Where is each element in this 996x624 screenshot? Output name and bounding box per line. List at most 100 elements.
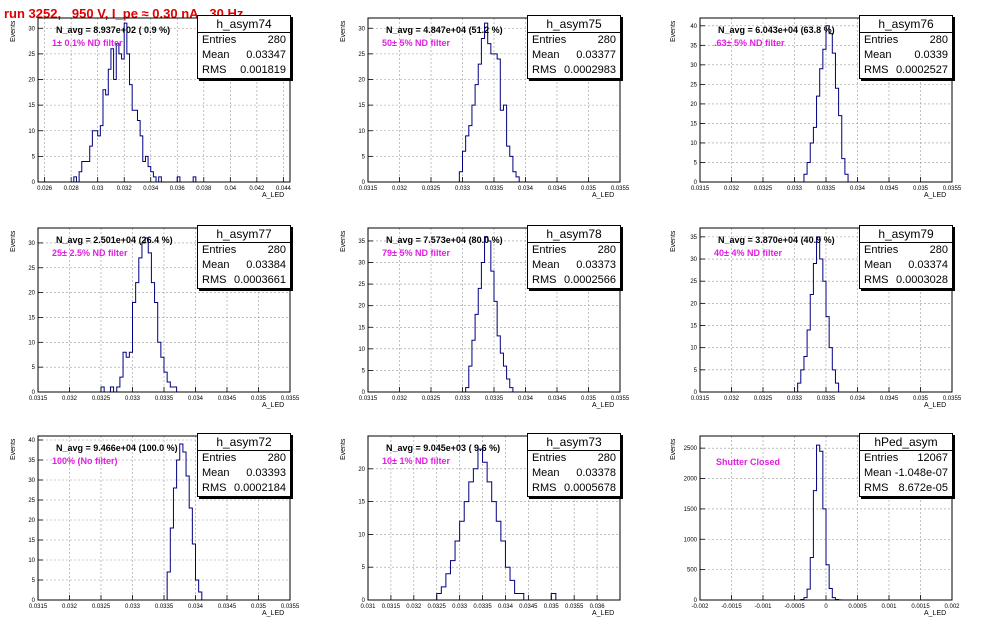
histogram-bin [450, 561, 455, 600]
y-tick-label: 5 [362, 368, 366, 374]
histogram-bin [515, 593, 520, 600]
stats-mean-label: Mean [202, 49, 230, 62]
histogram-bin [111, 49, 114, 182]
stats-rms-label: RMS [202, 274, 226, 287]
histogram-bin [488, 241, 491, 392]
y-tick-label: 20 [28, 78, 35, 84]
histogram-bin [103, 90, 106, 182]
y-tick-label: 5 [362, 565, 366, 571]
histogram-bin [155, 303, 158, 392]
stats-title: hPed_asym [860, 434, 952, 451]
x-tick-label: 0.0345 [519, 604, 538, 610]
stats-mean-value: 0.03347 [246, 49, 286, 62]
stats-mean-row: Mean-1.048e-07 [860, 466, 952, 481]
stats-title: h_asym73 [528, 434, 620, 451]
stats-rms-label: RMS [202, 64, 226, 77]
histogram-bin [497, 59, 500, 182]
x-tick-label: 0.033 [455, 396, 471, 402]
histogram-bin [807, 162, 810, 182]
y-tick-label: 2000 [684, 477, 698, 483]
stats-mean-label: Mean [864, 467, 892, 480]
stats-entries-value: 280 [930, 244, 948, 257]
histogram-bin [826, 317, 829, 392]
histogram-bin [167, 382, 170, 392]
histogram-bin [483, 462, 488, 600]
histogram-bin [164, 372, 167, 392]
x-tick-label: 0.0315 [691, 186, 710, 192]
x-tick-label: 0.032 [62, 604, 78, 610]
y-tick-label: 30 [690, 257, 697, 263]
histogram-bin [137, 121, 140, 183]
histogram-bin [801, 370, 804, 392]
y-tick-label: 15 [358, 325, 365, 331]
y-tick-label: 20 [690, 301, 697, 307]
y-tick-label: 35 [690, 235, 697, 241]
histogram-bin [143, 162, 146, 183]
histogram-bin [82, 162, 85, 183]
stats-mean-value: 0.03384 [246, 259, 286, 272]
stats-entries-value: 280 [930, 34, 948, 47]
y-tick-label: 25 [358, 282, 365, 288]
y-tick-label: 1500 [684, 507, 698, 513]
histogram-bin [804, 357, 807, 392]
histogram-bin [820, 451, 823, 600]
y-tick-label: 5 [694, 160, 698, 166]
histogram-bin [133, 303, 136, 392]
stats-mean-label: Mean [532, 259, 560, 272]
x-tick-label: 0.0345 [218, 604, 237, 610]
histogram-bin [481, 263, 484, 392]
histogram-bin [478, 64, 481, 182]
x-tick-label: 0.033 [125, 604, 141, 610]
y-tick-label: 15 [28, 538, 35, 544]
stats-mean-row: Mean 0.03347 [198, 48, 290, 63]
x-tick-label: 0.0345 [880, 186, 899, 192]
y-tick-label: 15 [358, 103, 365, 109]
y-tick-label: 15 [690, 121, 697, 127]
y-tick-label: 5 [32, 365, 36, 371]
histogram-bin [100, 126, 103, 182]
histogram-bin [455, 541, 460, 600]
filter-annotation: .63± 5% ND filter [714, 38, 784, 48]
x-axis-label: A_LED [262, 192, 284, 199]
y-tick-label: 40 [690, 24, 697, 30]
x-tick-label: 0.032 [62, 396, 78, 402]
n-avg-label: N_avg = 3.870e+04 (40.9 %) [718, 235, 835, 245]
x-tick-label: 0.002 [944, 604, 960, 610]
stats-rms-value: 0.0005678 [564, 482, 616, 495]
x-tick-label: 0.0335 [473, 604, 492, 610]
histogram-bin [469, 366, 472, 392]
y-tick-label: 2500 [684, 446, 698, 452]
stats-title: h_asym75 [528, 16, 620, 33]
x-tick-label: 0 [824, 604, 828, 610]
histogram-bin [140, 136, 143, 182]
histogram-bin [810, 557, 813, 600]
x-tick-label: 0.033 [787, 186, 803, 192]
y-tick-label: 35 [690, 43, 697, 49]
x-tick-label: 0.0335 [485, 186, 504, 192]
x-tick-label: 0.034 [498, 604, 514, 610]
histogram-bin [832, 370, 835, 392]
histogram-bin [170, 387, 173, 392]
histogram-bin [497, 336, 500, 392]
histogram-bin [500, 110, 503, 182]
y-tick-label: 5 [32, 154, 36, 160]
stats-rms-value: 0.0003028 [896, 274, 948, 287]
stats-rms-value: 0.0002184 [234, 482, 286, 495]
histogram-bin [469, 126, 472, 182]
histogram-bin [505, 567, 510, 600]
y-tick-label: 30 [28, 241, 35, 247]
x-tick-label: 0.0325 [92, 604, 111, 610]
